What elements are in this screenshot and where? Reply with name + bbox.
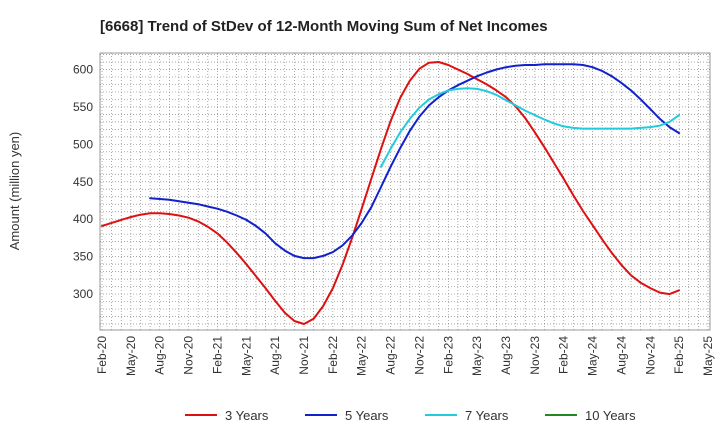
x-tick-label: Nov-24 [643, 336, 657, 375]
x-tick-label: May-21 [239, 336, 253, 376]
x-tick-label: Aug-22 [384, 336, 398, 375]
y-axis-ticks: 300 350 400 450 500 550 600 [73, 62, 93, 301]
x-tick-label: Feb-24 [557, 336, 571, 374]
grid-lines [100, 53, 710, 330]
y-tick-label: 550 [73, 100, 93, 114]
x-tick-label: Aug-21 [268, 336, 282, 375]
x-tick-label: May-22 [355, 336, 369, 376]
legend-label: 10 Years [585, 408, 636, 423]
y-tick-label: 450 [73, 175, 93, 189]
x-tick-label: Nov-23 [528, 336, 542, 375]
series-line-7-years [380, 87, 681, 168]
x-tick-label: Feb-21 [210, 336, 224, 374]
y-axis-label: Amount (million yen) [7, 132, 22, 251]
x-tick-label: Nov-22 [412, 336, 426, 375]
x-tick-label: Aug-24 [614, 336, 628, 375]
x-tick-label: May-20 [124, 336, 138, 376]
legend-label: 7 Years [465, 408, 509, 423]
x-tick-label: Feb-23 [441, 336, 455, 374]
x-tick-label: Aug-23 [499, 336, 513, 375]
series-lines [101, 61, 681, 325]
legend: 3 Years 5 Years 7 Years 10 Years [185, 408, 636, 423]
y-tick-label: 300 [73, 287, 93, 301]
x-tick-label: May-25 [701, 336, 715, 376]
series-line-5-years [149, 63, 681, 260]
chart-title: [6668] Trend of StDev of 12-Month Moving… [100, 18, 548, 35]
y-tick-label: 350 [73, 250, 93, 264]
y-tick-label: 500 [73, 137, 93, 151]
x-tick-label: Feb-22 [326, 336, 340, 374]
y-tick-label: 400 [73, 212, 93, 226]
plot-area [99, 52, 711, 331]
legend-label: 5 Years [345, 408, 389, 423]
x-tick-label: May-23 [470, 336, 484, 376]
series-line-3-years [101, 61, 681, 325]
x-tick-label: May-24 [586, 336, 600, 376]
x-tick-label: Aug-20 [153, 336, 167, 375]
x-tick-label: Feb-25 [672, 336, 686, 374]
x-tick-label: Nov-20 [182, 336, 196, 375]
y-tick-label: 600 [73, 62, 93, 76]
x-tick-label: Nov-21 [297, 336, 311, 375]
x-tick-label: Feb-20 [95, 336, 109, 374]
x-axis-ticks: Feb-20 May-20 Aug-20 Nov-20 Feb-21 May-21 Aug-… [95, 336, 715, 376]
legend-label: 3 Years [225, 408, 269, 423]
